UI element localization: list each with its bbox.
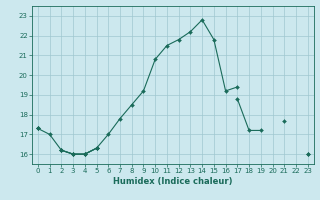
X-axis label: Humidex (Indice chaleur): Humidex (Indice chaleur) xyxy=(113,177,233,186)
